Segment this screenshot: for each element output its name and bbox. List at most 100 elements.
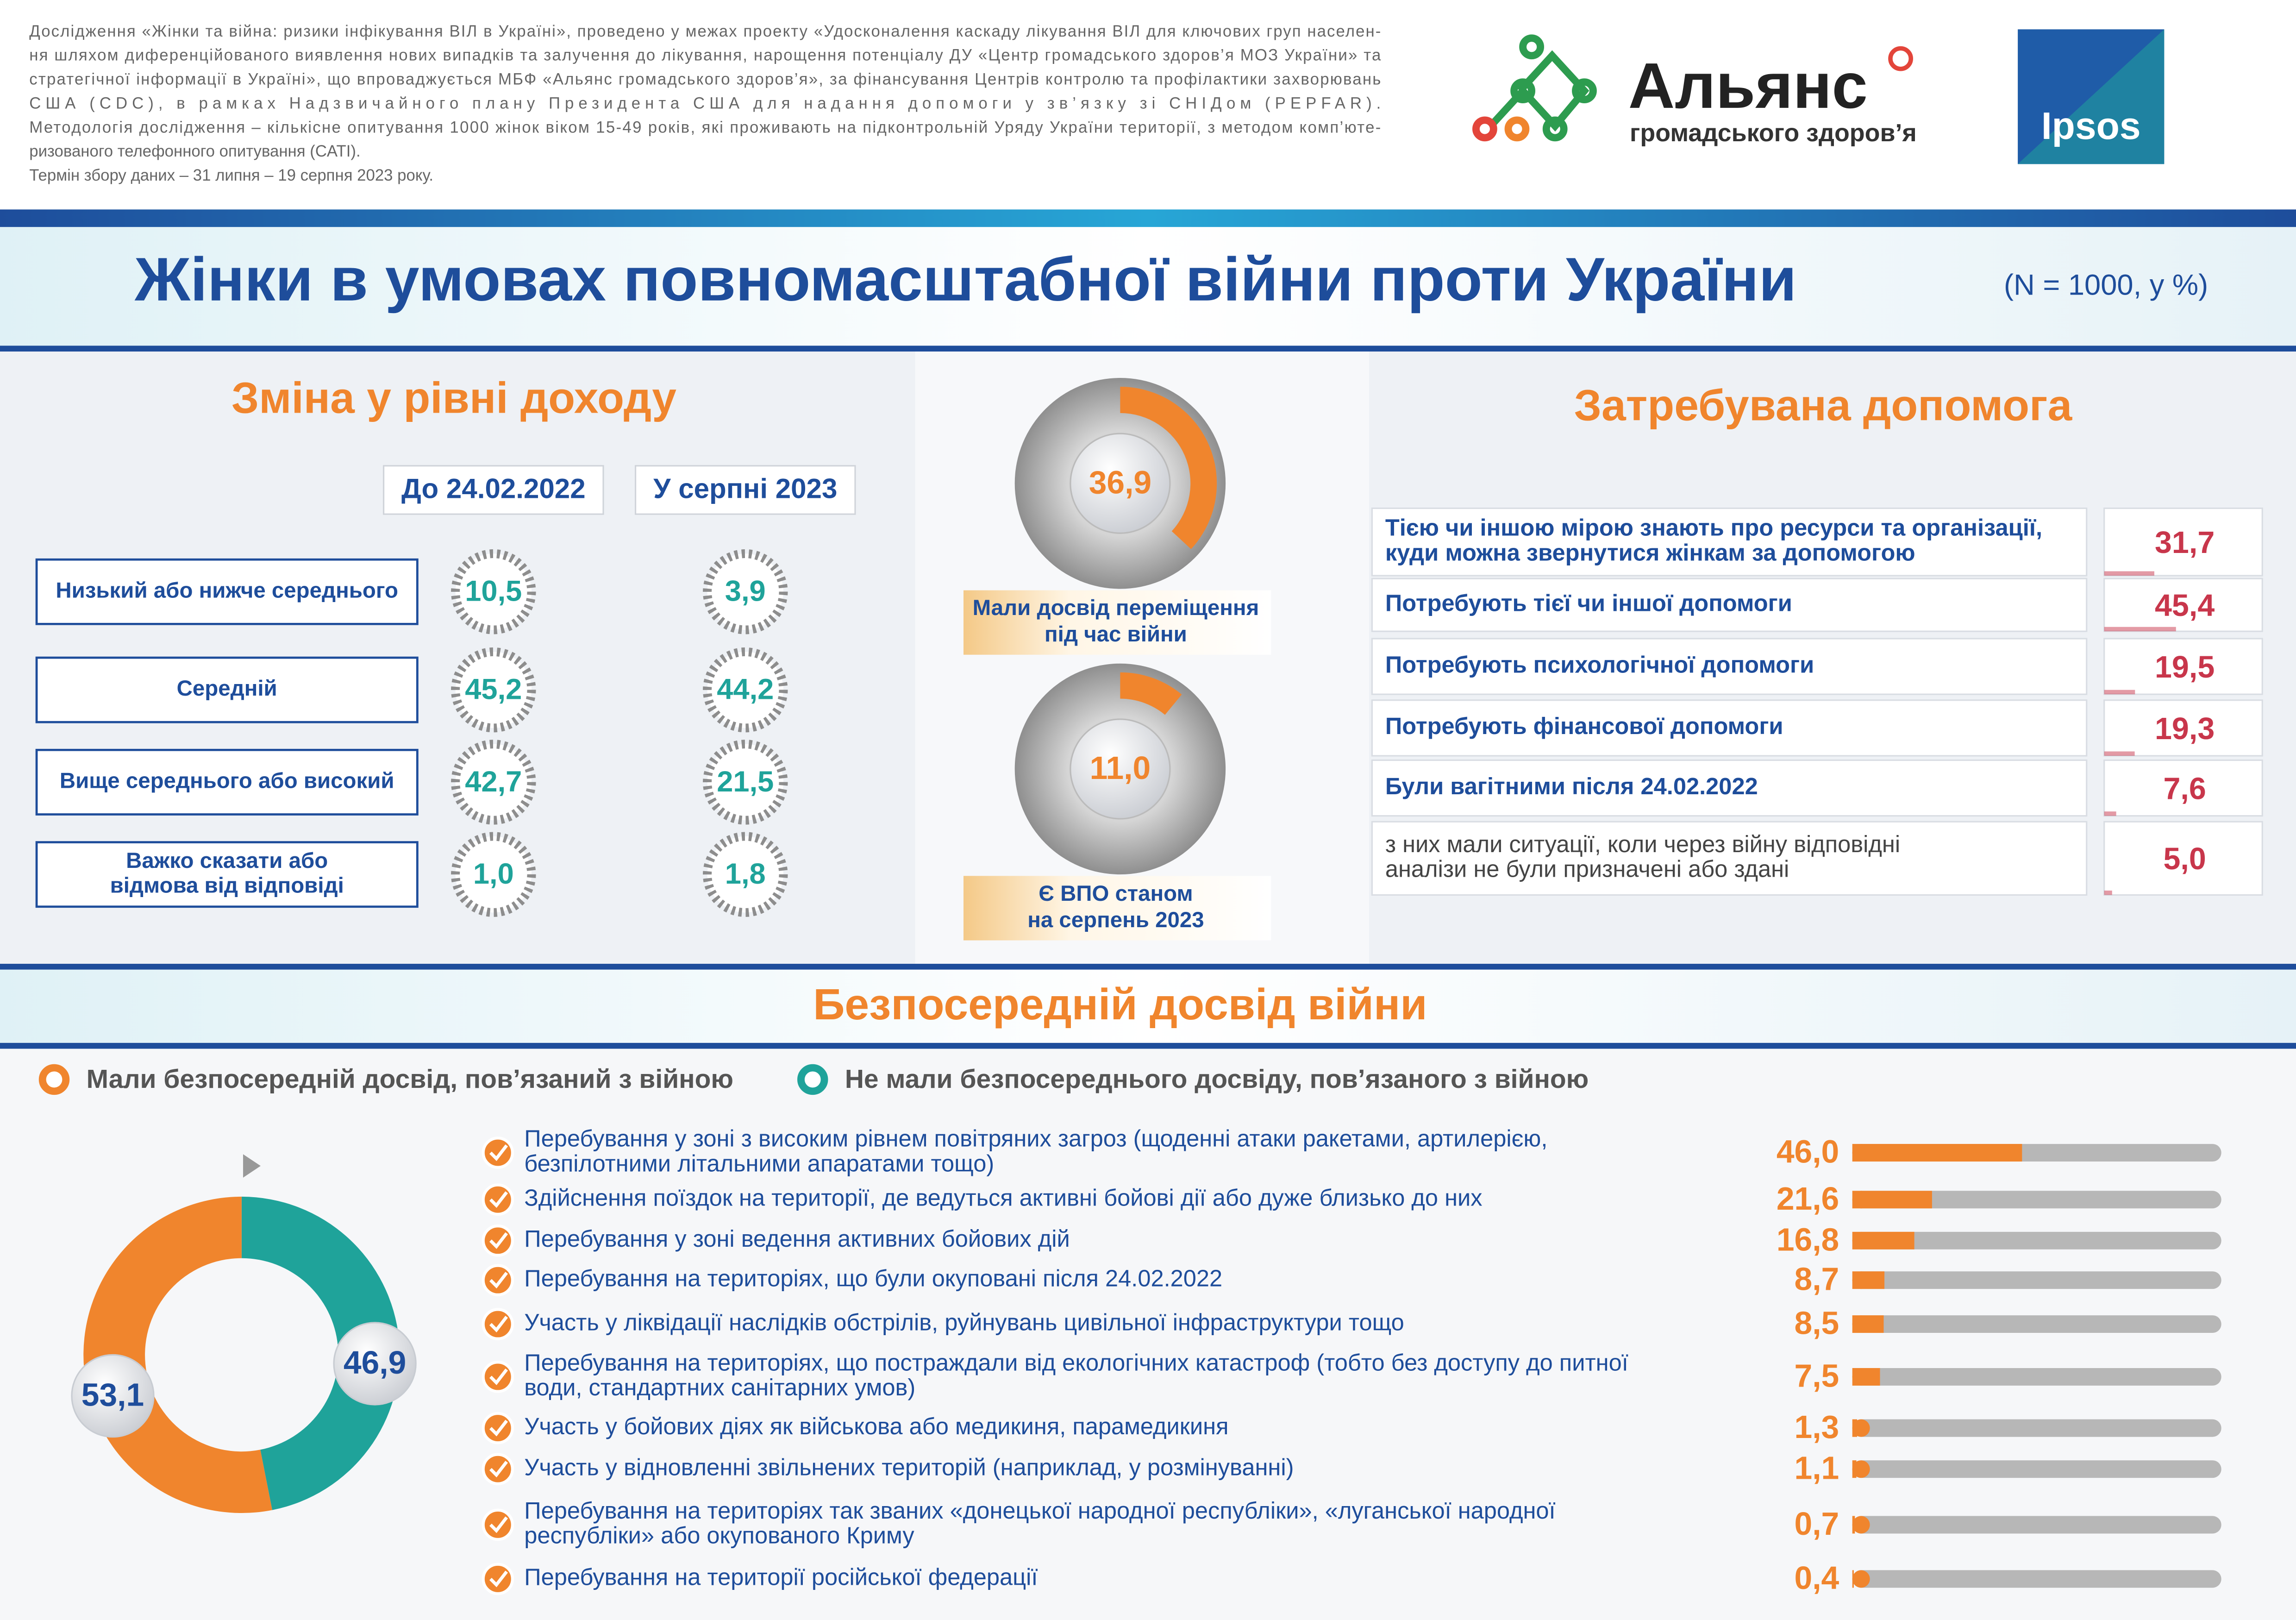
item-value: 1,1 xyxy=(1795,1450,1839,1486)
ipsos-logo-accent xyxy=(2018,29,2165,164)
check-icon xyxy=(482,1453,514,1485)
check-icon xyxy=(482,1137,514,1169)
item-value: 8,5 xyxy=(1795,1305,1839,1341)
value-ring xyxy=(451,549,536,634)
ring-label: під час війни xyxy=(1045,622,1187,647)
ring-value: 11,0 xyxy=(1090,750,1151,786)
help-value-mark xyxy=(2104,811,2116,816)
value-label: 1,0 xyxy=(473,858,514,890)
ring-label: Є ВПО станом xyxy=(1039,881,1193,906)
donut-value: 53,1 xyxy=(81,1377,144,1413)
help-value-mark xyxy=(2104,751,2135,756)
divider xyxy=(0,964,2296,970)
header-note: Методологія дослідження – кількісне опит… xyxy=(29,119,1381,136)
row-label: Вище середнього або високий xyxy=(60,768,394,793)
bar-cap xyxy=(1852,1231,1870,1250)
legend-swatch xyxy=(38,1064,70,1095)
bar-track xyxy=(1852,1570,2221,1588)
help-value-box xyxy=(2103,699,2263,757)
donut-bubble xyxy=(333,1322,417,1406)
ring-center xyxy=(1070,718,1171,820)
legend-label: Мали безпосередній досвід, пов’язаний з … xyxy=(87,1064,733,1094)
ring-label-box xyxy=(963,590,1271,655)
help-value-box xyxy=(2103,759,2263,817)
donut-value: 46,9 xyxy=(344,1344,406,1381)
help-value: 45,4 xyxy=(2155,589,2215,623)
item-label: Перебування на територіях, що були окупо… xyxy=(524,1265,1222,1292)
bar-cap xyxy=(1852,1460,1870,1478)
value-ring xyxy=(703,832,788,917)
bar-track xyxy=(1852,1460,2221,1478)
ring-label: на серпень 2023 xyxy=(1027,908,1204,932)
item-label: Перебування на територіях, що постраждал… xyxy=(524,1349,1628,1375)
alliance-logo-mark xyxy=(1888,46,1913,71)
item-label: Участь у бойових діях як військова або м… xyxy=(524,1413,1228,1439)
check-icon xyxy=(482,1224,514,1257)
check-mark xyxy=(489,1191,508,1208)
check-icon xyxy=(482,1361,514,1393)
legend-swatch xyxy=(797,1064,828,1095)
ring-segment xyxy=(1120,672,1182,715)
bar xyxy=(1852,1144,2022,1162)
divider xyxy=(0,1042,2296,1049)
section-title: Безпосередній досвід війни xyxy=(813,980,1427,1029)
bar-track xyxy=(1852,1271,2221,1289)
donut-segment xyxy=(241,1196,400,1510)
bar-cap xyxy=(1852,1570,1870,1588)
value-label: 3,9 xyxy=(725,575,766,608)
bar-track xyxy=(1852,1368,2221,1386)
help-label: Тією чи іншою мірою знають про ресурси т… xyxy=(1385,515,2042,541)
bar-track xyxy=(1852,1315,2221,1333)
check-mark xyxy=(489,1368,508,1385)
value-label: 44,2 xyxy=(717,673,774,706)
value-ring xyxy=(451,647,536,733)
value-label: 45,2 xyxy=(465,673,522,706)
help-label: Були вагітними після 24.02.2022 xyxy=(1385,773,1758,799)
bar-cap xyxy=(1852,1271,1870,1289)
section-title: Зміна у рівні доходу xyxy=(231,374,676,423)
help-value: 5,0 xyxy=(2163,842,2206,876)
bar-cap xyxy=(1852,1419,1870,1437)
title-band xyxy=(0,227,2296,349)
bar-cap xyxy=(1852,1144,1870,1162)
ring-value: 36,9 xyxy=(1089,464,1151,500)
header-note: стратегічної інформації в Україні», що в… xyxy=(29,71,1381,88)
ring-segment xyxy=(1120,387,1217,549)
check-mark xyxy=(489,1419,508,1437)
value-label: 42,7 xyxy=(465,766,522,798)
item-label: безпілотними літальними апаратами тощо) xyxy=(524,1150,994,1176)
item-label: Перебування на територіях так званих «до… xyxy=(524,1497,1555,1524)
value-ring xyxy=(451,832,536,917)
bar-track xyxy=(1852,1191,2221,1209)
help-label-box xyxy=(1371,699,2088,757)
help-value-box xyxy=(2103,821,2263,896)
item-value: 46,0 xyxy=(1777,1134,1839,1170)
check-mark xyxy=(489,1461,508,1478)
legend-label: Не мали безпосереднього досвіду, пов’яза… xyxy=(845,1064,1589,1094)
help-label-box xyxy=(1371,821,2088,896)
item-label: республіки» або окупованого Криму xyxy=(524,1522,914,1549)
help-label: Потребують фінансової допомоги xyxy=(1385,713,1783,739)
help-value-box xyxy=(2103,507,2263,577)
help-value-mark xyxy=(2104,627,2176,632)
content: Дослідження «Жінки та війна: ризики інфі… xyxy=(29,23,2263,1596)
value-ring xyxy=(703,740,788,825)
help-value: 19,3 xyxy=(2155,712,2215,746)
help-value: 7,6 xyxy=(2163,772,2206,806)
row-label-box xyxy=(35,748,419,816)
header-note: ризованого телефонного опитування (CATI)… xyxy=(29,143,360,160)
ring-label-box xyxy=(963,876,1271,941)
bar-track xyxy=(1852,1516,2221,1534)
donut-bubble xyxy=(71,1354,155,1438)
column-header-box xyxy=(383,465,604,515)
check-mark xyxy=(489,1570,508,1588)
check-mark xyxy=(489,1232,508,1249)
help-label-box xyxy=(1371,638,2088,695)
value-ring xyxy=(451,740,536,825)
donut-segment xyxy=(83,1196,272,1513)
row-label: Середній xyxy=(177,676,277,701)
item-value: 21,6 xyxy=(1777,1180,1839,1217)
bar-track xyxy=(1852,1231,2221,1250)
